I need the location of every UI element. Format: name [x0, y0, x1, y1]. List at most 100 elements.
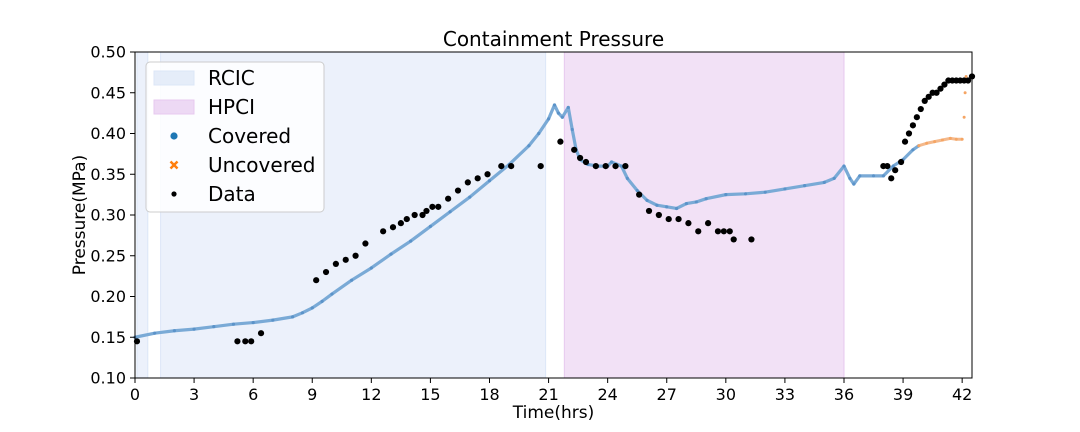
covered-point	[724, 193, 728, 197]
data-point	[352, 252, 359, 259]
covered-point	[566, 105, 570, 110]
uncovered-point	[954, 137, 958, 141]
uncovered-point	[964, 74, 968, 78]
x-tick-label: 24	[597, 385, 617, 404]
data-point	[537, 163, 544, 170]
data-point	[435, 203, 442, 210]
y-tick-label: 0.10	[90, 369, 126, 388]
covered-point	[560, 115, 564, 119]
covered-point	[487, 179, 492, 183]
data-point	[941, 81, 948, 88]
x-tick-label: 9	[307, 385, 317, 404]
covered-point	[832, 176, 836, 180]
data-point	[704, 220, 712, 227]
covered-point	[743, 192, 748, 196]
legend-marker-covered	[170, 132, 178, 140]
legend-marker-data	[171, 191, 177, 197]
data-point	[913, 114, 920, 121]
covered-point	[320, 299, 324, 303]
data-point	[748, 236, 755, 243]
data-point	[898, 158, 905, 166]
x-tick-label: 39	[893, 385, 913, 404]
covered-point	[468, 195, 472, 199]
uncovered-point	[962, 115, 966, 119]
data-point	[397, 220, 404, 227]
data-point	[937, 85, 944, 92]
data-point	[726, 228, 733, 235]
data-point	[905, 130, 913, 137]
x-axis-label: Time(hrs)	[512, 403, 595, 423]
covered-point	[858, 174, 862, 178]
covered-point	[619, 164, 624, 168]
legend-swatch-rcic	[153, 70, 195, 86]
x-tick-label: 33	[775, 385, 795, 404]
covered-point	[251, 320, 255, 325]
data-point	[892, 167, 899, 174]
x-tick-label: 6	[248, 385, 258, 404]
data-point	[389, 224, 397, 231]
data-point	[685, 220, 692, 227]
series-uncovered	[917, 74, 968, 148]
uncovered-point	[960, 137, 964, 141]
covered-point	[891, 164, 895, 168]
data-point	[921, 97, 928, 104]
data-point	[403, 215, 410, 223]
x-tick-label: 12	[361, 385, 381, 404]
data-point	[234, 338, 241, 345]
span-layer	[136, 51, 845, 379]
data-point	[508, 163, 515, 170]
y-tick-label: 0.50	[90, 43, 126, 62]
x-tick-label: 21	[538, 385, 558, 404]
covered-point	[625, 176, 629, 180]
data-point	[917, 105, 924, 113]
data-point	[242, 338, 249, 345]
uncovered-point	[925, 141, 929, 145]
covered-point	[783, 187, 787, 191]
covered-point	[231, 322, 236, 326]
covered-point	[153, 331, 157, 335]
series-data	[133, 73, 976, 345]
x-tick-label: 3	[189, 385, 199, 404]
covered-point	[527, 144, 531, 148]
data-point	[602, 163, 609, 170]
data-point	[332, 260, 339, 267]
y-tick-label: 0.40	[90, 124, 126, 143]
y-tick-label: 0.20	[90, 287, 126, 306]
covered-point	[645, 198, 649, 202]
data-point	[909, 122, 917, 129]
data-point	[612, 163, 619, 170]
covered-point	[911, 148, 915, 152]
covered-point	[570, 127, 574, 132]
data-point	[901, 138, 909, 145]
covered-point	[694, 200, 698, 204]
covered-point	[684, 201, 689, 206]
covered-point	[842, 164, 846, 168]
y-tick-label: 0.30	[90, 206, 126, 225]
data-point	[884, 163, 891, 170]
covered-point	[428, 224, 433, 229]
span-hpci-0	[563, 51, 845, 379]
series-layer	[133, 73, 976, 345]
x-tick-label: 15	[420, 385, 440, 404]
covered-point	[609, 160, 614, 164]
data-point	[411, 211, 418, 219]
covered-point	[330, 292, 334, 296]
data-point	[322, 268, 330, 276]
data-point	[557, 138, 564, 145]
covered-point	[537, 131, 541, 136]
covered-point	[271, 318, 275, 322]
covered-point	[192, 327, 196, 331]
data-point	[423, 207, 430, 215]
covered-point	[546, 117, 551, 121]
uncovered-point	[917, 144, 921, 148]
chart-title: Containment Pressure	[443, 27, 664, 51]
x-tick-label: 0	[130, 385, 140, 404]
legend-swatch-hpci	[153, 99, 195, 115]
covered-point	[350, 278, 354, 282]
covered-point	[803, 184, 807, 188]
uncovered-point	[933, 140, 937, 144]
data-point	[730, 236, 737, 243]
covered-point	[212, 325, 216, 329]
data-point	[622, 163, 629, 170]
